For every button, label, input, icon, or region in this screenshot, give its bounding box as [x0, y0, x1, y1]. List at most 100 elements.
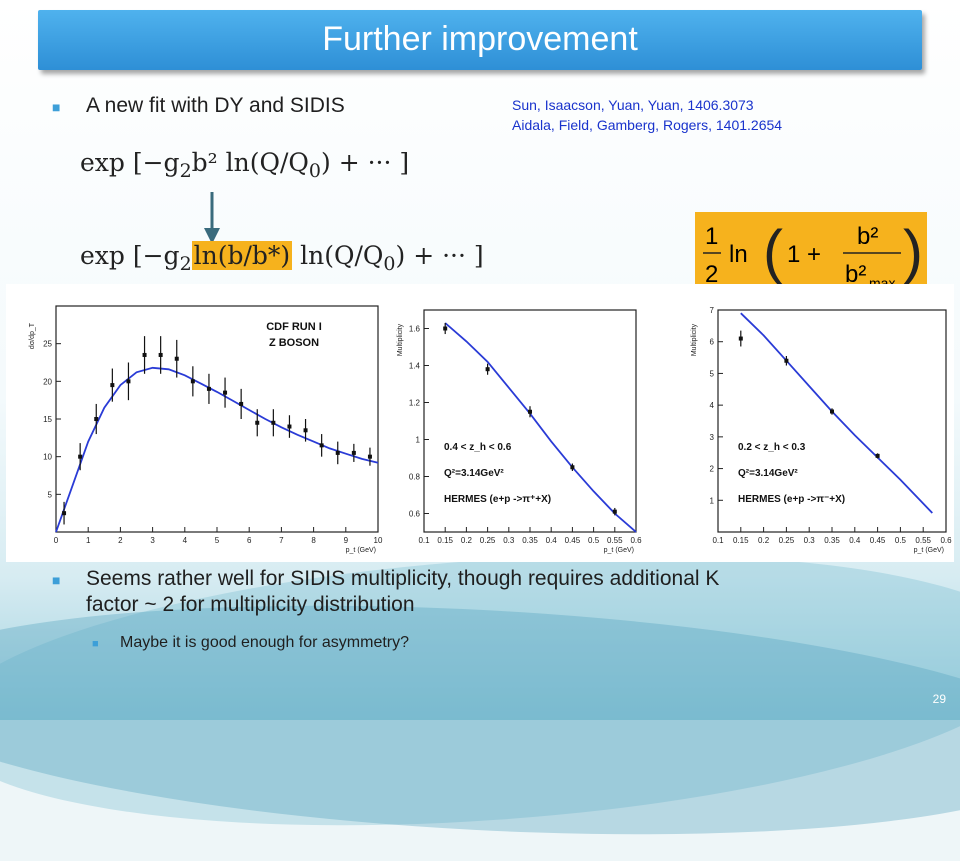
data-point [335, 450, 340, 455]
chart-annotation: HERMES (e+p ->π⁺+X) [444, 494, 551, 505]
x-tick-label: 0.45 [565, 536, 581, 545]
chart-label: CDF RUN I [266, 321, 322, 333]
x-tick-label: 0.4 [849, 536, 861, 545]
fit-curve [55, 366, 379, 533]
y-tick-label: 15 [43, 415, 52, 424]
svg-text:b²: b² [845, 261, 866, 288]
references: Sun, Isaacson, Yuan, Yuan, 1406.3073 Aid… [512, 95, 782, 135]
data-point [126, 379, 131, 384]
svg-text:(: ( [763, 218, 783, 285]
slide-title: Further improvement [322, 20, 638, 58]
data-point [528, 409, 532, 414]
chart-label: Z BOSON [269, 337, 319, 349]
data-point [255, 420, 260, 425]
y-axis-label: Multiplicity [691, 323, 698, 356]
y-tick-label: 3 [710, 433, 715, 442]
data-point [612, 509, 617, 514]
data-point [174, 356, 179, 361]
bullet-icon: ■ [52, 99, 61, 115]
sub-bullet-text: Maybe it is good enough for asymmetry? [120, 634, 410, 651]
y-tick-label: 1.4 [409, 362, 421, 371]
x-tick-label: 7 [279, 536, 284, 545]
x-tick-label: 0.2 [758, 536, 770, 545]
data-point [94, 417, 99, 421]
y-tick-label: 1.6 [409, 325, 421, 334]
title-bar: Further improvement [38, 10, 922, 70]
x-tick-label: 1 [86, 536, 91, 545]
data-point [271, 420, 276, 425]
fit-curve [444, 322, 637, 533]
data-point [239, 401, 244, 406]
data-point [351, 450, 356, 455]
highlight-ln-b: ln(b/b*) [191, 241, 293, 270]
x-tick-label: 0.6 [630, 536, 642, 545]
x-tick-label: 0.1 [712, 536, 724, 545]
x-tick-label: 2 [118, 536, 123, 545]
y-tick-label: 7 [710, 306, 715, 315]
data-point [830, 409, 834, 414]
x-tick-label: 0.45 [870, 536, 886, 545]
x-tick-label: 0.15 [733, 536, 749, 545]
x-tick-label: 0.55 [915, 536, 931, 545]
sub-bullet-icon: ■ [92, 638, 99, 650]
svg-text:): ) [903, 218, 923, 285]
y-tick-label: 0.8 [409, 473, 421, 482]
data-point [738, 336, 743, 341]
reference-line: Aidala, Field, Gamberg, Rogers, 1401.265… [512, 117, 783, 133]
x-tick-label: 10 [374, 536, 383, 545]
svg-text:1 +: 1 + [787, 241, 821, 268]
y-tick-label: 20 [43, 377, 52, 386]
svg-text:ln: ln [729, 241, 748, 268]
bullet-text: Seems rather well for SIDIS multiplicity… [86, 567, 720, 616]
y-tick-label: 10 [43, 453, 52, 462]
y-axis-label: Multiplicity [397, 323, 404, 356]
y-tick-label: 0.6 [409, 510, 421, 519]
data-point [190, 379, 195, 384]
data-point [570, 465, 575, 470]
x-tick-label: 0.3 [503, 536, 515, 545]
x-tick-label: 0.25 [480, 536, 496, 545]
data-point [287, 424, 292, 429]
chart-annotation: 0.4 < z_h < 0.6 [444, 442, 512, 453]
x-tick-label: 0.55 [607, 536, 623, 545]
x-tick-label: 0.15 [437, 536, 453, 545]
y-tick-label: 4 [710, 401, 715, 410]
x-axis-label: p_t (GeV) [914, 547, 944, 554]
svg-text:1: 1 [705, 223, 718, 250]
svg-text:b²: b² [857, 223, 878, 250]
y-tick-label: 25 [43, 340, 52, 349]
chart-annotation: Q²=3.14GeV² [738, 468, 798, 479]
y-tick-label: 1.2 [409, 399, 421, 408]
bullet-icon: ■ [52, 572, 61, 588]
down-arrow-icon [204, 192, 220, 244]
data-point [875, 453, 880, 458]
chart-annotation: Q²=3.14GeV² [444, 468, 504, 479]
x-tick-label: 0.4 [546, 536, 558, 545]
x-axis-label: p_t (GeV) [604, 547, 634, 554]
data-point [223, 390, 228, 395]
y-tick-label: 2 [710, 465, 715, 474]
bullet-text: A new fit with DY and SIDIS [86, 94, 345, 117]
plot-frame [717, 309, 947, 533]
data-point [78, 454, 83, 459]
x-tick-label: 0.6 [940, 536, 952, 545]
bmax-formula-box: 1 2 ln ( 1 + b² b² max ) [695, 212, 927, 294]
x-tick-label: 0.2 [461, 536, 473, 545]
data-point [142, 352, 147, 357]
data-point [110, 383, 115, 388]
x-tick-label: 6 [247, 536, 252, 545]
chart-annotation: HERMES (e+p ->π⁻+X) [738, 494, 845, 505]
y-axis-label: dσ/dp_T [29, 322, 36, 349]
data-point [784, 358, 789, 363]
x-tick-label: 0.1 [418, 536, 430, 545]
data-point [485, 367, 490, 372]
svg-text:2: 2 [705, 261, 718, 288]
x-axis-label: p_t (GeV) [346, 547, 376, 554]
fit-curve [740, 312, 933, 514]
figure-panel: 0 1 2 3 4 5 6 7 8 9 10 5 10 15 20 25 p_t (GeV) dσ/dp_T CDF… [6, 284, 954, 562]
x-tick-label: 0.35 [522, 536, 538, 545]
y-tick-label: 5 [48, 490, 53, 499]
plot-frame [55, 305, 379, 533]
data-point [62, 511, 67, 516]
